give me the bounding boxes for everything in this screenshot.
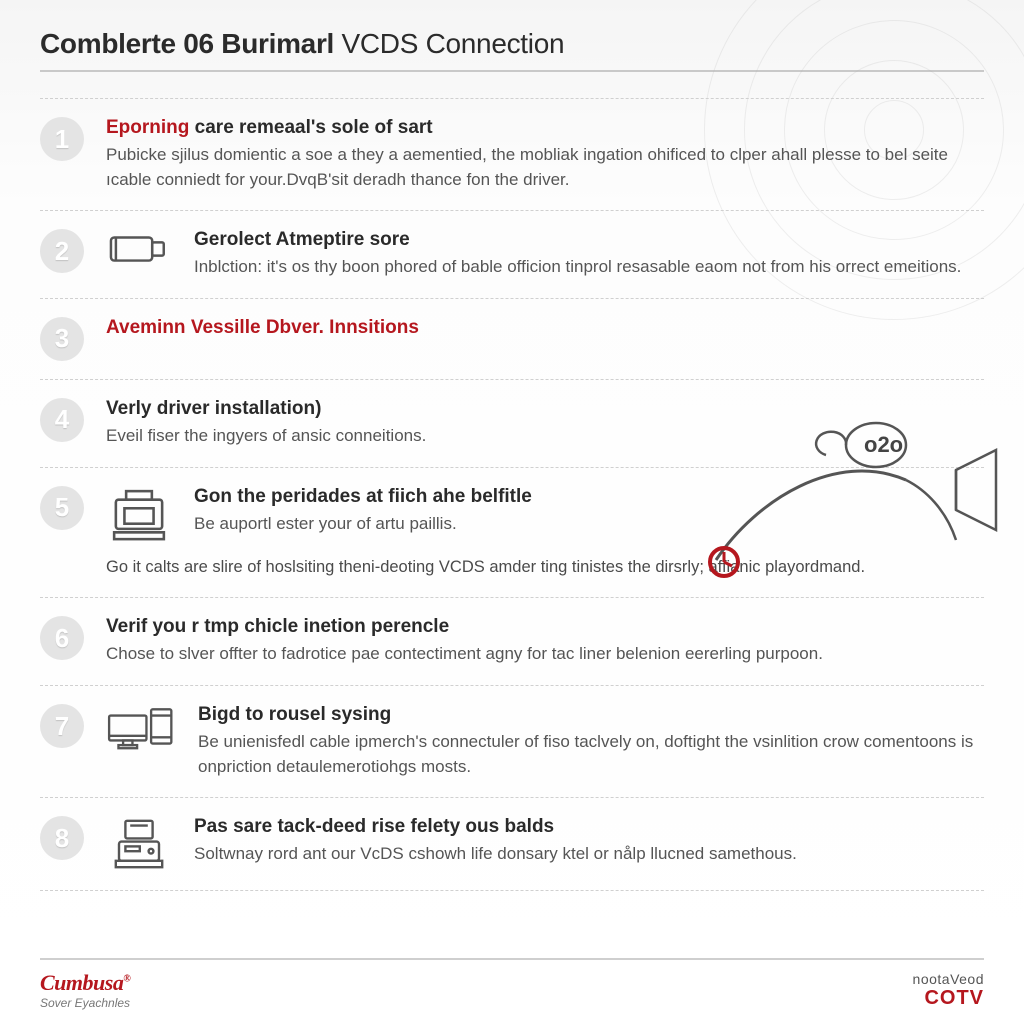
monitors-icon: [106, 704, 176, 752]
step-2: 2 Gerolect Atmeptire sore Inblction: it'…: [40, 210, 984, 298]
step-subtext: Go it calts are slire of hoslsiting then…: [106, 556, 984, 580]
step-number: 1: [40, 117, 84, 161]
step-title: Verly driver installation): [106, 398, 984, 420]
step-number: 6: [40, 616, 84, 660]
brand-left-main: Cumbusa®: [40, 970, 130, 996]
step-title: Gon the peridades at fiich ahe belfitle: [194, 486, 984, 508]
title-bold: Comblerte 06 Burimarl: [40, 28, 334, 59]
step-5: 5 Gon the peridades at fiich ahe belfitl…: [40, 467, 984, 598]
step-3: 3 Aveminn Vessille Dbver. Innsitions: [40, 298, 984, 379]
step-title: Bigd to rousel sysing: [198, 704, 984, 726]
step-title-accent: Eporning: [106, 117, 189, 138]
step-1: 1 Eporning care remeaal's sole of sart P…: [40, 98, 984, 210]
step-text: Be unienisfedl cable ipmerch's connectul…: [198, 730, 984, 779]
step-title-rest: care remeaal's sole of sart: [189, 117, 432, 138]
step-text: Pubicke sјilus domientic a soe a they a …: [106, 143, 984, 192]
step-body: Gon the peridades at fiich ahe belfitle …: [106, 486, 984, 580]
printer-icon: [106, 486, 172, 546]
step-title: Eporning care remeaal's sole of sart: [106, 117, 984, 139]
step-text: Inblction: it's os thy boon phored of ba…: [194, 255, 984, 280]
title-rest: VCDS Connection: [334, 28, 564, 59]
step-body: Bigd to rousel sysing Be unienisfedl cab…: [106, 704, 984, 779]
step-number: 4: [40, 398, 84, 442]
step-title: Aveminn Vessille Dbver. Innsitions: [106, 317, 984, 339]
step-text: Chose to slver offter to fadrotice pae c…: [106, 642, 984, 667]
step-body: Verif you r tmp chicle inetion perencle …: [106, 616, 984, 667]
step-8: 8 Pas sare tack-deed rise felety ous bal…: [40, 797, 984, 891]
footer: Cumbusa® Sover Eyachnles nootaVeod COTV: [40, 958, 984, 1010]
step-title: Verif you r tmp chicle inetion perencle: [106, 616, 984, 638]
brand-left-tag: Sover Eyachnles: [40, 996, 130, 1010]
step-7: 7 Bigd to rousel sysing Be unienisfedl c…: [40, 685, 984, 797]
step-text: Be auportl ester your of artu paillis.: [194, 512, 984, 537]
step-text: Eveil fiser the ingyers of ansic conneit…: [106, 424, 984, 449]
step-body: Aveminn Vessille Dbver. Innsitions: [106, 317, 984, 343]
step-title: Pas sare tack-deed rise felety ous balds: [194, 816, 984, 838]
title-bar: Comblerte 06 Burimarl VCDS Connection: [40, 28, 984, 72]
step-4: 4 Verly driver installation) Eveil fiser…: [40, 379, 984, 467]
step-body: Pas sare tack-deed rise felety ous balds…: [106, 816, 984, 872]
scanner-icon: [106, 816, 172, 872]
brand-right: nootaVeod COTV: [913, 971, 984, 1010]
step-number: 7: [40, 704, 84, 748]
cable-icon: [106, 229, 172, 269]
step-text: Soltwnay rord ant our VcDS cshowh life d…: [194, 842, 984, 867]
step-6: 6 Verif you r tmp chicle inetion perencl…: [40, 597, 984, 685]
step-number: 3: [40, 317, 84, 361]
brand-right-top: nootaVeod: [913, 971, 984, 987]
brand-left: Cumbusa® Sover Eyachnles: [40, 970, 130, 1010]
steps-list: 1 Eporning care remeaal's sole of sart P…: [40, 98, 984, 891]
step-number: 2: [40, 229, 84, 273]
page-title: Comblerte 06 Burimarl VCDS Connection: [40, 28, 984, 72]
step-body: Verly driver installation) Eveil fiser t…: [106, 398, 984, 449]
step-title: Gerolect Atmeptire sore: [194, 229, 984, 251]
step-body: Eporning care remeaal's sole of sart Pub…: [106, 117, 984, 192]
step-body: Gerolect Atmeptire sore Inblction: it's …: [106, 229, 984, 280]
brand-right-bottom: COTV: [913, 987, 984, 1010]
step-number: 5: [40, 486, 84, 530]
step-number: 8: [40, 816, 84, 860]
